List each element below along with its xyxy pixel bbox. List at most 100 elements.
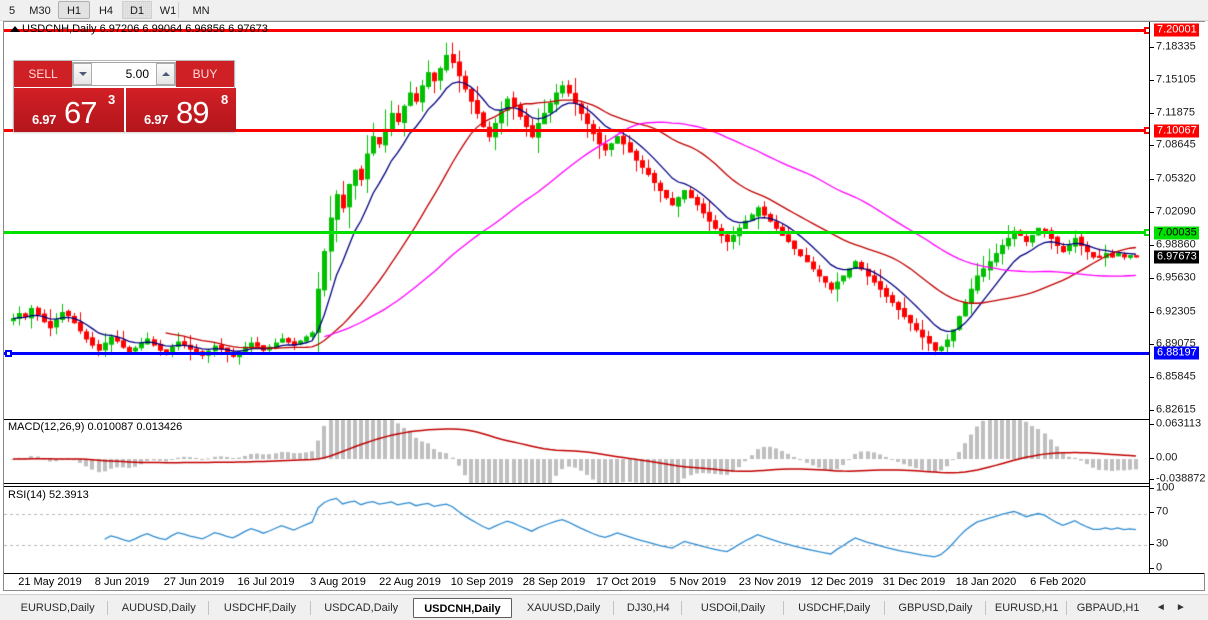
macd-axis-label: -0.038872 <box>1156 472 1206 485</box>
price-axis-tick <box>1150 245 1154 246</box>
macd-axis-label: 0.00 <box>1156 451 1178 464</box>
tab-divider <box>107 601 109 615</box>
level-line-resistance-upper[interactable] <box>4 28 1149 32</box>
price-axis-label: 6.89075 <box>1156 337 1196 350</box>
price-axis-label: 7.08645 <box>1156 138 1196 151</box>
tab-divider <box>681 601 683 615</box>
time-axis-label: 31 Dec 2019 <box>882 576 946 588</box>
tab-scroll-right-icon[interactable]: ► <box>1175 602 1186 613</box>
sell-button[interactable]: SELL <box>14 61 72 87</box>
price-axis-label: 7.11875 <box>1156 106 1195 119</box>
price-axis-tick <box>1150 377 1154 378</box>
level-line-resistance-mid[interactable] <box>4 129 1149 133</box>
chart-tab-gbpaud-h1[interactable]: GBPAUD,H1 <box>1076 602 1140 614</box>
macd-canvas <box>4 420 1149 483</box>
buy-button[interactable]: BUY <box>176 61 234 87</box>
price-axis-tick <box>1150 312 1154 313</box>
time-axis: 21 May 2019 8 Jun 2019 27 Jun 2019 16 Jul 2… <box>4 573 1204 590</box>
chart-tab-audusd-daily[interactable]: AUDUSD,Daily <box>121 602 196 614</box>
timeframe-button-mn[interactable]: MN <box>192 5 210 17</box>
rsi-axis-tick <box>1150 488 1154 489</box>
axis-separator <box>1149 22 1150 573</box>
timeframe-button-h1[interactable]: H1 <box>58 1 90 19</box>
chart-tab-usdchf-daily[interactable]: USDCHF,Daily <box>798 602 871 614</box>
rsi-title: RSI(14) 52.3913 <box>8 489 89 501</box>
price-axis-tick <box>1150 47 1154 48</box>
level-handle-support-blue[interactable] <box>5 349 12 357</box>
time-axis-label: 21 May 2019 <box>18 576 82 588</box>
timeframe-button-5[interactable]: 5 <box>8 5 16 17</box>
timeframe-button-w1[interactable]: W1 <box>159 5 177 17</box>
tab-divider <box>782 601 784 615</box>
tab-scroll-left-icon[interactable]: ◄ <box>1155 602 1166 613</box>
chart-tab-dj30-h4[interactable]: DJ30,H4 <box>626 602 670 614</box>
sell-price-display[interactable]: 6.97 67 3 <box>14 88 124 132</box>
rsi-axis-label: 0 <box>1156 561 1163 574</box>
macd-axis-tick <box>1150 424 1154 425</box>
price-axis-tick <box>1150 344 1154 345</box>
chart-window[interactable]: USDCNH,Daily 6.97206 6.99064 6.96856 6.9… <box>3 21 1206 591</box>
buy-price-display[interactable]: 6.97 89 8 <box>125 88 236 132</box>
price-axis-label: 7.18335 <box>1156 40 1196 53</box>
level-handle-resistance-mid[interactable] <box>1144 127 1149 135</box>
macd-axis-tick <box>1150 458 1154 459</box>
timeframe-button-m30[interactable]: M30 <box>29 5 51 17</box>
chart-tab-eurusd-h1[interactable]: EURUSD,H1 <box>994 602 1059 614</box>
chart-tab-usdcad-daily[interactable]: USDCAD,Daily <box>324 602 399 614</box>
chart-pointer-icon <box>10 26 20 32</box>
chart-tab-bar[interactable]: EURUSD,Daily AUDUSD,Daily USDCHF,Daily USDC… <box>0 594 1208 620</box>
chart-tab-usdcnh-daily[interactable]: USDCNH,Daily <box>412 598 512 618</box>
time-axis-label: 17 Oct 2019 <box>596 576 656 588</box>
macd-pane[interactable]: MACD(12,26,9) 0.010087 0.013426 <box>4 419 1149 484</box>
chart-tab-eurusd-daily[interactable]: EURUSD,Daily <box>20 602 95 614</box>
chevron-down-icon <box>78 72 87 76</box>
price-axis-label: 6.95630 <box>1156 271 1196 284</box>
current-price-label: 6.97673 <box>1154 250 1199 264</box>
timeframe-button-h4[interactable]: H4 <box>98 5 114 17</box>
trade-panel-header: SELL 5.00 BUY <box>14 61 234 87</box>
price-axis-label: 7.15105 <box>1156 73 1196 86</box>
volume-input[interactable]: 5.00 <box>125 67 149 81</box>
tab-divider <box>613 601 615 615</box>
time-axis-label: 8 Jun 2019 <box>94 576 150 588</box>
level-handle-support-green[interactable] <box>1144 229 1149 237</box>
rsi-pane[interactable]: RSI(14) 52.3913 <box>4 486 1149 572</box>
level-line-support-blue[interactable] <box>4 351 1149 355</box>
time-axis-label: 28 Sep 2019 <box>522 576 586 588</box>
price-axis-label: 7.10067 <box>1154 124 1199 138</box>
price-axis[interactable]: 7.20001 7.18335 7.15105 7.11875 7.10067 7.086… <box>1150 22 1206 574</box>
price-axis-label: 7.00035 <box>1154 226 1199 240</box>
chart-tab-usdchf-daily[interactable]: USDCHF,Daily <box>223 602 297 614</box>
tab-divider <box>208 601 210 615</box>
rsi-axis-label: 100 <box>1156 481 1175 494</box>
timeframe-button-d1[interactable]: D1 <box>122 1 152 19</box>
sell-price-fraction: 3 <box>108 92 116 107</box>
sell-price-main: 67 <box>64 95 97 130</box>
chart-tab-usdoil-daily[interactable]: USDOil,Daily <box>700 602 766 614</box>
one-click-trading-panel[interactable]: SELL 5.00 BUY 6.97 67 3 6.97 <box>13 60 236 132</box>
time-axis-label: 12 Dec 2019 <box>810 576 874 588</box>
rsi-axis-tick <box>1150 568 1154 569</box>
price-axis-tick <box>1150 410 1154 411</box>
toolbar-divider <box>178 2 179 18</box>
rsi-axis-tick <box>1150 544 1154 545</box>
rsi-axis-label: 30 <box>1156 537 1169 550</box>
level-handle-resistance-upper[interactable] <box>1144 26 1149 34</box>
macd-title: MACD(12,26,9) 0.010087 0.013426 <box>8 421 183 433</box>
price-axis-tick <box>1150 145 1154 146</box>
tab-divider <box>309 601 311 615</box>
time-axis-label: 23 Nov 2019 <box>738 576 802 588</box>
chart-tab-xauusd-daily[interactable]: XAUUSD,Daily <box>526 602 601 614</box>
tab-divider <box>985 601 986 615</box>
volume-increase-button[interactable] <box>156 63 175 85</box>
level-line-support-green[interactable] <box>4 231 1149 235</box>
volume-decrease-button[interactable] <box>73 63 92 85</box>
time-axis-label: 6 Feb 2020 <box>1030 576 1086 588</box>
chart-tab-gbpusd-daily[interactable]: GBPUSD,Daily <box>898 602 973 614</box>
buy-price-main: 89 <box>176 95 209 130</box>
time-axis-label: 5 Nov 2019 <box>669 576 727 588</box>
volume-stepper[interactable]: 5.00 <box>72 62 176 86</box>
price-axis-tick <box>1150 212 1154 213</box>
timeframe-toolbar: 5 M30 H1 H4 D1 W1 MN <box>0 0 1208 21</box>
price-axis-label: 6.82615 <box>1156 403 1196 416</box>
